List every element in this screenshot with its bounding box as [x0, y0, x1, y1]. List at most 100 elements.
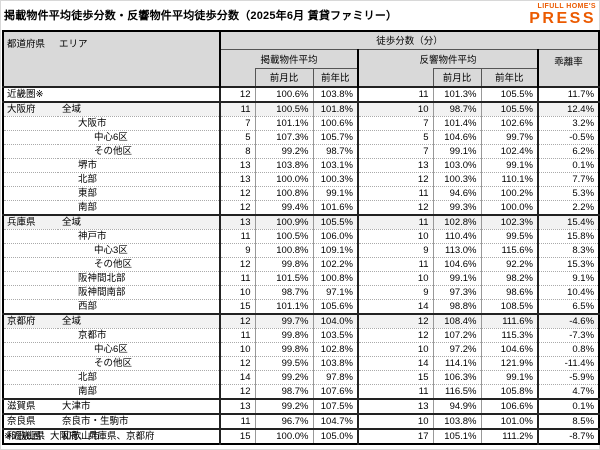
prefecture-cell	[3, 158, 58, 173]
response-avg-cell: 14	[357, 299, 433, 314]
area-cell: 阪神間南部	[58, 285, 220, 300]
deviation-cell: -0.5%	[536, 130, 600, 145]
listed-mom-cell: 100.9%	[254, 214, 313, 230]
prefecture-cell	[3, 370, 58, 385]
response-avg-cell: 10	[357, 342, 433, 357]
response-mom-cell: 97.3%	[432, 285, 481, 300]
listed-mom-cell: 99.4%	[254, 200, 313, 215]
prefecture-cell	[3, 356, 58, 371]
response-yoy-cell: 100.2%	[480, 186, 538, 201]
listed-mom-cell: 100.0%	[254, 172, 313, 187]
prefecture-cell: 近畿圏※	[3, 86, 58, 102]
listed-avg-cell: 8	[219, 144, 255, 159]
area-cell: 神戸市	[58, 229, 220, 244]
area-cell: 南部	[58, 200, 220, 215]
deviation-cell: 0.8%	[536, 342, 600, 357]
deviation-cell: 5.3%	[536, 186, 600, 201]
table-row: 中心6区 5 107.3% 105.7% 5 104.6% 99.7% -0.5%	[3, 130, 600, 145]
deviation-cell: 4.7%	[536, 384, 600, 399]
response-avg-cell: 14	[357, 356, 433, 371]
response-yoy-cell: 106.6%	[480, 398, 538, 414]
response-avg-cell: 12	[357, 328, 433, 343]
response-avg-cell: 7	[357, 116, 433, 131]
response-yoy-cell: 115.3%	[480, 328, 538, 343]
response-mom-cell: 105.1%	[432, 428, 481, 444]
deviation-cell: 10.4%	[536, 285, 600, 300]
walk-minutes-table: 都道府県 エリア 徒歩分数（分） 掲載物件平均 反響物件平均 乖離率 前月比 前年…	[2, 30, 600, 445]
prefecture-cell: 兵庫県	[3, 214, 58, 230]
listed-mom-cell: 99.2%	[254, 370, 313, 385]
prefecture-cell	[3, 116, 58, 131]
listed-mom-cell: 98.7%	[254, 285, 313, 300]
response-avg-cell: 10	[357, 229, 433, 244]
table-row: 阪神間北部 11 101.5% 100.8% 10 99.1% 98.2% 9.1%	[3, 271, 600, 286]
deviation-cell: 9.1%	[536, 271, 600, 286]
table-row: 兵庫県 全域 13 100.9% 105.5% 11 102.8% 102.3% 15.4%	[3, 214, 600, 230]
listed-mom-cell: 100.8%	[254, 186, 313, 201]
response-avg-cell: 17	[357, 428, 433, 444]
listed-yoy-cell: 103.8%	[312, 86, 358, 102]
response-yoy-cell: 110.1%	[480, 172, 538, 187]
header-spacer	[357, 68, 433, 87]
table-row: その他区 12 99.8% 102.2% 11 104.6% 92.2% 15.3%	[3, 257, 600, 272]
response-avg-cell: 9	[357, 243, 433, 258]
listed-mom-cell: 98.7%	[254, 384, 313, 399]
response-avg-cell: 12	[357, 313, 433, 329]
response-mom-cell: 104.6%	[432, 257, 481, 272]
deviation-cell: 15.8%	[536, 229, 600, 244]
listed-avg-cell: 15	[219, 299, 255, 314]
area-cell: 南部	[58, 384, 220, 399]
page-title: 掲載物件平均徒歩分数・反響物件平均徒歩分数（2025年6月 賃貸ファミリー）	[4, 10, 398, 22]
listed-avg-cell: 13	[219, 398, 255, 414]
response-mom-cell: 104.6%	[432, 130, 481, 145]
listed-yoy-cell: 100.3%	[312, 172, 358, 187]
header-prefecture-area: 都道府県 エリア	[3, 31, 221, 87]
response-avg-cell: 13	[357, 158, 433, 173]
prefecture-cell	[3, 229, 58, 244]
listed-avg-cell: 13	[219, 158, 255, 173]
area-cell: 北部	[58, 370, 220, 385]
listed-avg-cell: 13	[219, 172, 255, 187]
listed-mom-cell: 100.0%	[254, 428, 313, 444]
prefecture-cell: 大阪府	[3, 101, 58, 117]
response-yoy-cell: 105.5%	[480, 101, 538, 117]
prefecture-cell	[3, 328, 58, 343]
logo-brand-text: LIFULL HOME'S	[537, 3, 596, 10]
listed-mom-cell: 99.8%	[254, 342, 313, 357]
response-avg-cell: 11	[357, 384, 433, 399]
response-yoy-cell: 102.6%	[480, 116, 538, 131]
listed-yoy-cell: 102.8%	[312, 342, 358, 357]
listed-yoy-cell: 98.7%	[312, 144, 358, 159]
response-avg-cell: 5	[357, 130, 433, 145]
table-body: 近畿圏※ 12 100.6% 103.8% 11 101.3% 105.5% 11.7% 大阪府…	[3, 86, 600, 444]
listed-avg-cell: 10	[219, 342, 255, 357]
header-listed-average: 掲載物件平均	[220, 49, 358, 68]
listed-avg-cell: 11	[219, 229, 255, 244]
response-yoy-cell: 99.1%	[480, 370, 538, 385]
footnote: ※近畿圏：大阪府、兵庫県、京都府	[4, 431, 155, 442]
deviation-cell: -8.7%	[536, 428, 600, 444]
table-row: 東部 12 100.8% 99.1% 11 94.6% 100.2% 5.3%	[3, 186, 600, 201]
listed-mom-cell: 100.8%	[254, 243, 313, 258]
response-mom-cell: 114.1%	[432, 356, 481, 371]
header-listed-yoy: 前年比	[312, 67, 359, 88]
response-yoy-cell: 100.0%	[480, 200, 538, 215]
response-mom-cell: 99.1%	[432, 271, 481, 286]
prefecture-cell: 和歌山県	[3, 428, 58, 444]
deviation-cell: 2.2%	[536, 200, 600, 215]
listed-avg-cell: 9	[219, 243, 255, 258]
prefecture-cell	[3, 384, 58, 399]
response-yoy-cell: 111.2%	[480, 428, 538, 444]
listed-mom-cell: 99.5%	[254, 356, 313, 371]
prefecture-cell	[3, 285, 58, 300]
area-cell: 全域	[58, 313, 220, 329]
listed-yoy-cell: 105.6%	[312, 299, 358, 314]
table-row: 大阪府 全域 11 100.5% 101.8% 10 98.7% 105.5% 12.4%	[3, 101, 600, 117]
response-mom-cell: 107.2%	[432, 328, 481, 343]
response-mom-cell: 103.8%	[432, 413, 481, 429]
prefecture-cell: 京都府	[3, 313, 58, 329]
listed-yoy-cell: 99.1%	[312, 186, 358, 201]
prefecture-cell	[3, 271, 58, 286]
listed-mom-cell: 101.1%	[254, 116, 313, 131]
area-cell: 中心3区	[58, 243, 220, 258]
